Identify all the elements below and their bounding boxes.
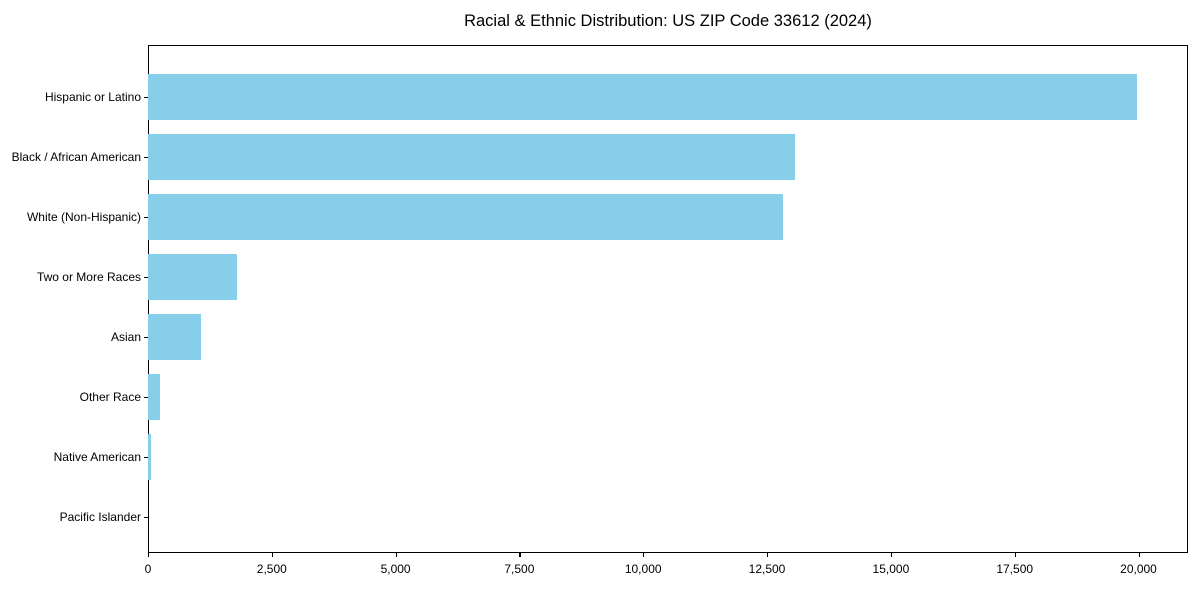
bar-asian (148, 314, 201, 360)
y-axis-label-hispanic-or-latino: Hispanic or Latino (44, 89, 141, 104)
y-tick-two-or-more-races (144, 277, 148, 279)
x-tick-label-20,000: 20,000 (1120, 562, 1157, 576)
y-axis-label-two-or-more-races: Two or More Races (36, 269, 141, 284)
x-tick-label-12,500: 12,500 (748, 562, 786, 576)
chart-title: Racial & Ethnic Distribution: US ZIP Cod… (464, 12, 872, 30)
y-tick-asian (144, 337, 148, 339)
x-tick-15,000 (890, 553, 893, 557)
y-tick-hispanic-or-latino (144, 97, 148, 99)
x-tick-label-10,000: 10,000 (624, 562, 662, 576)
x-tick-label-7,500: 7,500 (504, 562, 535, 576)
bar-black-african-american (148, 134, 796, 180)
x-tick-7,500 (519, 553, 521, 557)
x-tick-5,000 (395, 553, 397, 557)
x-tick-label-15,000: 15,000 (872, 562, 910, 576)
x-tick-label-5,000: 5,000 (380, 562, 411, 576)
y-tick-black-african-american (144, 157, 148, 159)
bar-hispanic-or-latino (148, 74, 1137, 120)
x-tick-20,000 (1138, 553, 1140, 557)
y-tick-white-non-hispanic (144, 217, 148, 219)
y-axis-label-other-race: Other Race (79, 389, 141, 404)
y-axis-label-black-african-american: Black / African American (11, 149, 141, 164)
bar-native-american (148, 434, 151, 480)
y-tick-other-race (144, 397, 148, 399)
bar-other-race (148, 374, 161, 420)
x-tick-0 (148, 553, 150, 557)
y-tick-native-american (144, 457, 148, 459)
x-tick-10,000 (643, 553, 645, 557)
plot-frame (148, 45, 1188, 553)
x-tick-label-2,500: 2,500 (256, 562, 287, 576)
x-tick-2,500 (271, 553, 273, 557)
plot-area (148, 45, 1188, 553)
x-tick-label-0: 0 (144, 562, 152, 576)
y-axis-label-native-american: Native American (53, 449, 141, 464)
y-axis-label-white-non-hispanic: White (Non-Hispanic) (26, 209, 141, 224)
bar-two-or-more-races (148, 254, 238, 300)
x-tick-17,500 (1014, 553, 1016, 557)
y-tick-pacific-islander (144, 517, 148, 519)
bar-white-non-hispanic (148, 194, 784, 240)
y-axis-label-asian: Asian (110, 329, 141, 344)
x-tick-12,500 (767, 553, 769, 557)
x-tick-label-17,500: 17,500 (996, 562, 1034, 576)
y-axis-label-pacific-islander: Pacific Islander (59, 509, 141, 524)
